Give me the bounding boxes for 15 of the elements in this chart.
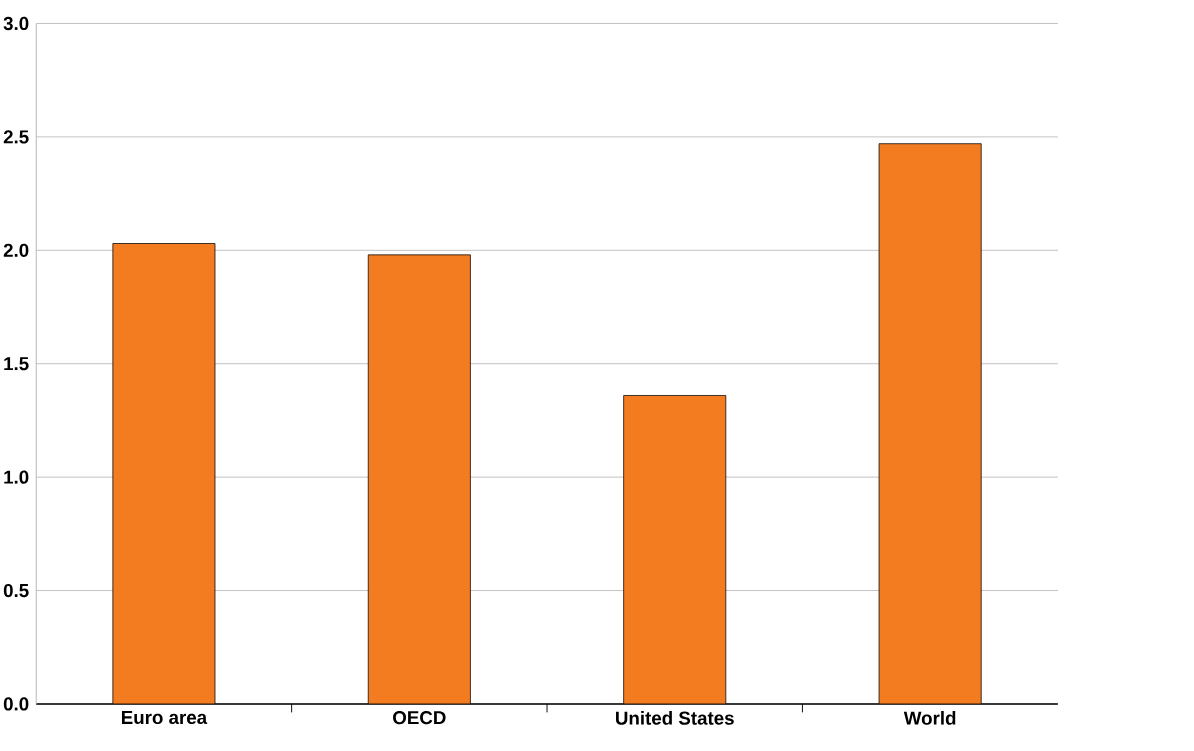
bar bbox=[623, 395, 727, 704]
x-tick-label: Euro area bbox=[121, 711, 208, 725]
y-tick-label: 2.0 bbox=[3, 243, 29, 257]
y-tick-label: 2.5 bbox=[3, 130, 29, 144]
bar bbox=[367, 254, 471, 704]
y-tick-label: 1.5 bbox=[4, 357, 29, 371]
bar bbox=[112, 243, 216, 704]
x-tick-label: United States bbox=[616, 711, 734, 725]
bar bbox=[878, 143, 982, 704]
y-tick-label: 1.0 bbox=[4, 470, 29, 484]
x-tick-label: World bbox=[903, 711, 956, 725]
y-tick-label: 3.0 bbox=[3, 16, 29, 31]
x-tick-label: OECD bbox=[393, 711, 446, 725]
y-tick-label: 0.0 bbox=[3, 697, 29, 711]
y-tick-label: 0.5 bbox=[3, 583, 29, 598]
